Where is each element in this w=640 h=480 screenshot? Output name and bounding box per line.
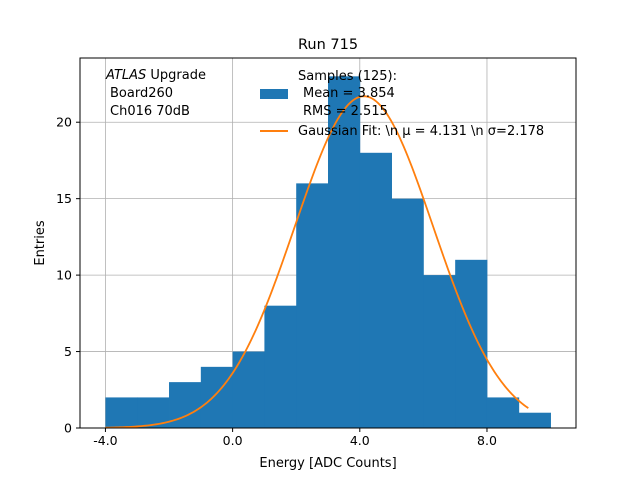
atlas-annotation: ATLAS Upgrade Board260 Ch016 70dB xyxy=(105,68,206,119)
histogram-bar-4 xyxy=(232,351,265,428)
histogram-bar-13 xyxy=(518,412,551,428)
x-tick-label-3: 8.0 xyxy=(477,433,497,448)
y-tick-label-1: 5 xyxy=(64,344,72,359)
legend-fit-label: Gaussian Fit: \n μ = 4.131 \n σ=2.178 xyxy=(298,124,544,139)
histogram-bar-10 xyxy=(423,275,456,428)
y-tick-label-0: 0 xyxy=(64,421,72,436)
x-tick-label-0: -4.0 xyxy=(93,433,117,448)
histogram-bar-12 xyxy=(486,397,520,428)
annotation-upgrade: Upgrade xyxy=(146,68,206,83)
histogram-bar-7 xyxy=(328,76,361,428)
histogram-bar-0 xyxy=(105,397,138,428)
y-tick-label-2: 10 xyxy=(56,268,72,283)
annotation-channel: Ch016 70dB xyxy=(110,104,190,119)
y-tick-label-4: 20 xyxy=(56,115,72,130)
legend-samples-rms: RMS = 2.515 xyxy=(303,104,388,119)
histogram-bar-11 xyxy=(455,259,488,428)
y-tick-label-3: 15 xyxy=(56,191,72,206)
plot-frame xyxy=(79,57,577,429)
histogram-bar-6 xyxy=(296,183,329,428)
y-axis-label: Entries xyxy=(33,220,48,266)
annotation-atlas: ATLAS xyxy=(105,68,146,83)
x-tick-label-1: 0.0 xyxy=(223,433,243,448)
annotation-atlas-line: ATLAS Upgrade xyxy=(105,68,206,83)
histogram-bar-8 xyxy=(359,152,392,428)
gaussian-fit-layer xyxy=(105,95,529,429)
histogram-bar-9 xyxy=(391,198,424,428)
chart-title: Run 715 xyxy=(298,37,358,53)
axis-ticks: -4.0 0.0 4.0 8.0 0 5 10 15 20 xyxy=(56,115,497,448)
legend-histogram-swatch xyxy=(260,89,288,99)
legend-samples-mean: Mean = 3.854 xyxy=(303,86,395,101)
histogram-bar-3 xyxy=(200,366,234,428)
histogram-bar-5 xyxy=(264,305,297,428)
x-tick-label-2: 4.0 xyxy=(350,433,370,448)
x-axis-label: Energy [ADC Counts] xyxy=(259,456,396,471)
legend: Samples (125): Mean = 3.854 RMS = 2.515 … xyxy=(260,69,544,139)
gaussian-fit-curve xyxy=(105,95,529,429)
annotation-board: Board260 xyxy=(110,86,173,101)
histogram-bars xyxy=(105,76,551,428)
legend-samples-title: Samples (125): xyxy=(298,69,397,84)
